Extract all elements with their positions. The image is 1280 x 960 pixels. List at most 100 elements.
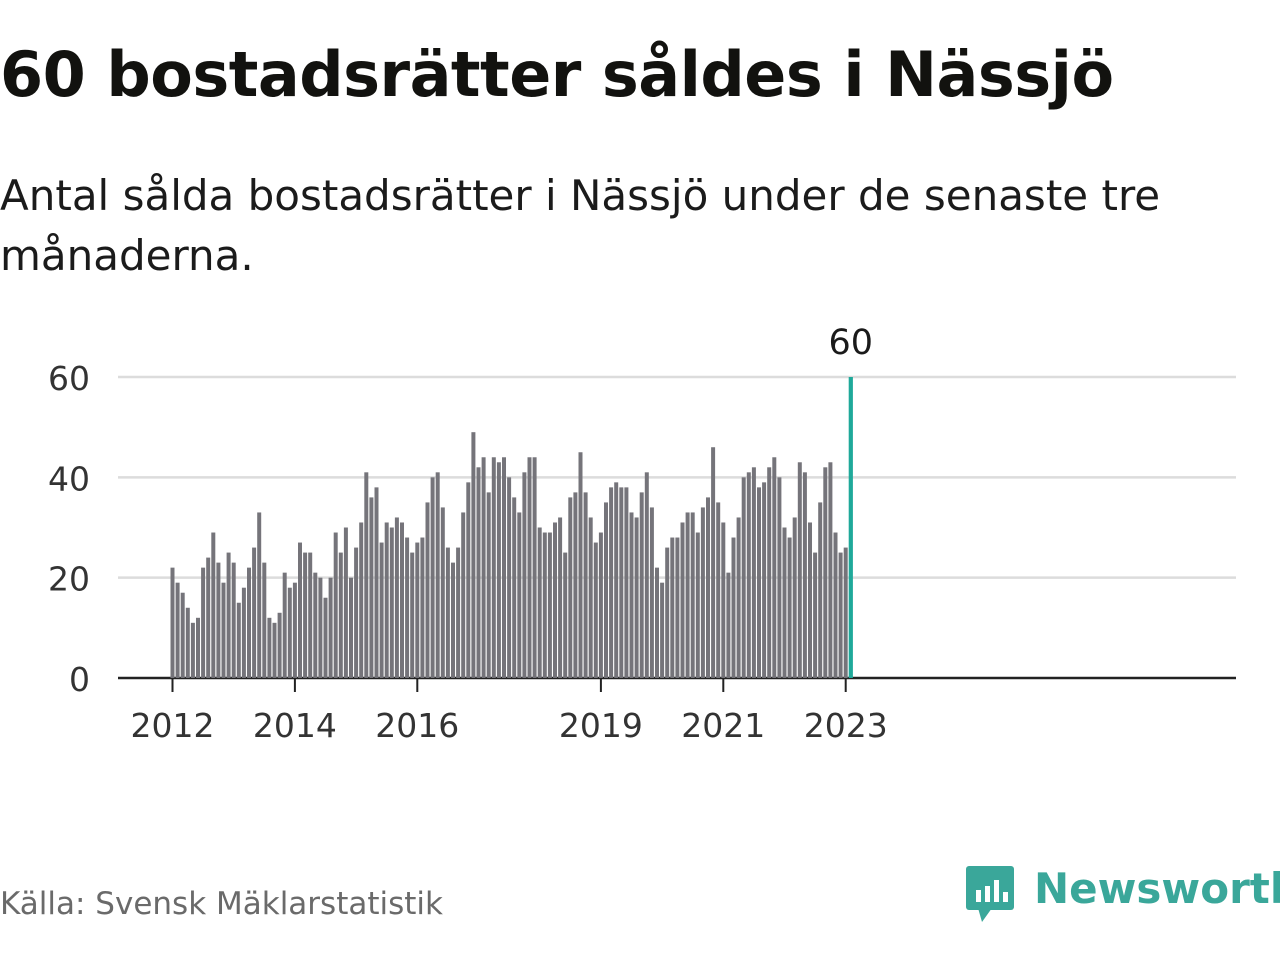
bar <box>236 602 241 678</box>
bar <box>797 462 802 678</box>
y-tick-label: 60 <box>48 359 90 398</box>
bar-series <box>170 377 853 678</box>
bar <box>736 517 741 678</box>
bar <box>190 622 195 678</box>
bar <box>629 512 634 678</box>
bar <box>405 537 410 678</box>
bar <box>655 567 659 678</box>
bar <box>323 597 328 678</box>
bar <box>277 612 282 678</box>
bar <box>338 552 343 678</box>
bar <box>675 537 680 678</box>
bar <box>823 467 828 678</box>
bar <box>364 472 369 678</box>
bar-highlight <box>848 377 853 678</box>
bar <box>185 607 190 678</box>
chart-subtitle: Antal sålda bostadsrätter i Nässjö under… <box>0 171 1161 280</box>
bar <box>308 552 313 678</box>
bar <box>349 577 353 678</box>
bar-chart: 0 20 40 60 2012 2014 2016 2019 2021 2023 60 <box>48 323 1236 745</box>
bar <box>410 552 415 678</box>
bar <box>507 477 512 678</box>
bar <box>389 527 394 678</box>
bar <box>751 467 756 678</box>
bar <box>247 567 251 678</box>
bar <box>609 487 614 678</box>
x-tick-label: 2021 <box>681 706 765 745</box>
bar <box>435 472 440 678</box>
brand-name: Newsworthy <box>1034 864 1280 913</box>
bar <box>838 552 843 678</box>
bar <box>502 457 506 678</box>
bar <box>639 492 644 678</box>
bar <box>287 587 292 678</box>
bar <box>741 477 746 678</box>
bar <box>772 457 777 678</box>
bar <box>695 532 700 678</box>
bar <box>425 502 430 678</box>
highlight-value-label: 60 <box>829 323 874 363</box>
bar <box>333 532 338 678</box>
bar <box>583 492 588 678</box>
x-tick-label: 2016 <box>375 706 459 745</box>
bar <box>588 517 593 678</box>
bar <box>746 472 751 678</box>
bar <box>598 532 603 678</box>
bar <box>379 542 384 678</box>
bar <box>445 547 450 678</box>
newsworthy-logo-icon <box>966 866 1014 922</box>
bar <box>680 522 685 678</box>
bar <box>808 522 812 678</box>
y-tick-label: 20 <box>48 560 90 599</box>
bar <box>318 577 323 678</box>
bar <box>461 512 466 678</box>
bar <box>359 522 364 678</box>
bar <box>420 537 425 678</box>
bar <box>486 492 491 678</box>
bar <box>522 472 527 678</box>
bar <box>440 507 445 678</box>
y-tick-label: 40 <box>48 459 90 498</box>
bar <box>604 502 608 678</box>
x-tick-label: 2014 <box>253 706 337 745</box>
bar <box>471 432 476 678</box>
bar <box>430 477 435 678</box>
bar <box>527 457 532 678</box>
bar <box>547 532 552 678</box>
bar <box>711 447 716 678</box>
bar <box>634 517 639 678</box>
bar <box>262 562 267 678</box>
bar <box>491 457 496 678</box>
bar <box>466 482 471 678</box>
bar <box>813 552 818 678</box>
bar <box>252 547 257 678</box>
bar <box>716 502 721 678</box>
bar <box>706 497 710 678</box>
bar <box>757 487 761 678</box>
bar <box>384 522 389 678</box>
bar <box>282 572 287 678</box>
source-note: Källa: Svensk Mäklarstatistik <box>0 886 443 922</box>
x-tick-label: 2023 <box>804 706 888 745</box>
bar <box>221 582 226 678</box>
bar <box>369 497 374 678</box>
bar <box>568 497 573 678</box>
bar <box>400 522 404 678</box>
bar <box>685 512 690 678</box>
bar <box>802 472 807 678</box>
bar <box>451 562 455 678</box>
bar <box>201 567 206 678</box>
bar <box>563 552 568 678</box>
bar <box>578 452 583 678</box>
bar <box>211 532 216 678</box>
bar <box>354 547 359 678</box>
bar <box>216 562 221 678</box>
page-title: 60 bostadsrätter såldes i Nässjö <box>0 38 1114 111</box>
bar <box>828 462 833 678</box>
bar <box>175 582 180 678</box>
bar <box>614 482 619 678</box>
bar <box>670 537 675 678</box>
y-axis-ticks: 0 20 40 60 <box>48 359 90 699</box>
bar <box>328 577 333 678</box>
bar <box>644 472 649 678</box>
